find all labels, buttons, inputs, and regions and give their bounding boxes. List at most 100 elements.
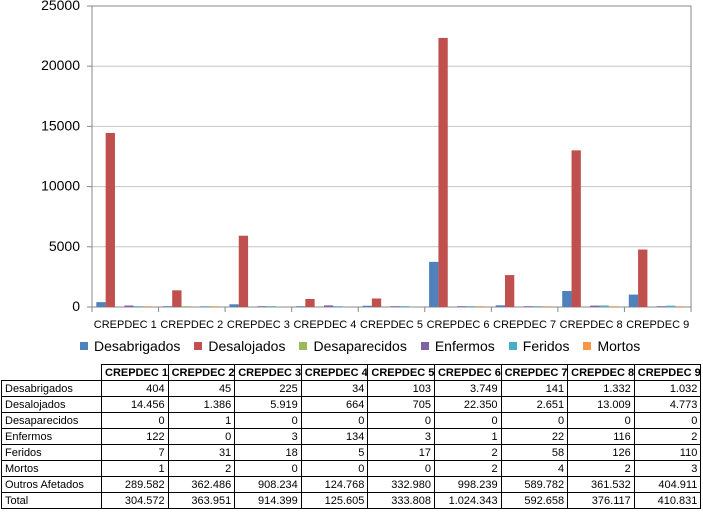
bar — [181, 306, 191, 307]
table-cell: 2 — [433, 460, 502, 477]
table-cell: 31 — [167, 444, 236, 461]
table-cell: 103 — [367, 380, 435, 397]
legend-label: Desalojados — [208, 338, 286, 354]
table-cell: 34 — [300, 380, 369, 397]
column-header: CREPDEC 4 — [300, 364, 369, 381]
legend-swatch — [194, 342, 203, 350]
bar — [266, 306, 277, 307]
table-cell: 914.399 — [234, 492, 302, 509]
column-header: CREPDEC 9 — [633, 364, 702, 381]
row-label: Desalojados — [1, 396, 102, 413]
y-tick-label: 0 — [72, 298, 80, 314]
table-cell: 18 — [234, 444, 302, 461]
bar — [475, 306, 486, 307]
table-cell: 2 — [633, 428, 702, 445]
table-row: Feridos 7 31 18 5 17 2 58 126 110 — [1, 444, 702, 461]
table-cell: 376.117 — [567, 492, 635, 509]
table-cell: 116 — [567, 428, 635, 445]
table-cell: 0 — [300, 412, 369, 429]
bar — [96, 302, 106, 307]
bar — [495, 305, 505, 307]
table-cell: 404 — [101, 380, 169, 397]
bar — [209, 306, 219, 307]
table-cell: 13.009 — [567, 396, 635, 413]
table-cell: 1.386 — [167, 396, 236, 413]
table-cell: 134 — [300, 428, 369, 445]
table-cell: 225 — [234, 380, 302, 397]
bar — [142, 306, 153, 307]
table-cell: 126 — [567, 444, 635, 461]
table-cell: 333.808 — [367, 492, 435, 509]
bar — [257, 306, 267, 307]
table-cell: 1.332 — [567, 380, 635, 397]
table-cell: 141 — [500, 380, 569, 397]
legend-item: Desabrigados — [80, 338, 180, 354]
table-cell: 4 — [500, 460, 569, 477]
table-cell: 908.234 — [234, 476, 302, 493]
row-label: Enfermos — [1, 428, 102, 445]
table-cell: 289.582 — [101, 476, 169, 493]
column-header: CREPDEC 3 — [234, 364, 302, 381]
bar — [638, 249, 648, 307]
x-tick-label: CREPDEC 2 — [160, 319, 223, 331]
table-cell: 3 — [633, 460, 702, 477]
table-cell: 0 — [367, 460, 435, 477]
bar — [371, 298, 382, 307]
table-cell: 705 — [367, 396, 435, 413]
plot-area-border — [91, 5, 692, 308]
legend-swatch — [420, 342, 429, 350]
bar — [429, 261, 439, 307]
bar — [162, 306, 173, 307]
legend-label: Feridos — [522, 338, 570, 354]
table-row: Desalojados 14.456 1.386 5.919 664 705 22.350 2… — [1, 396, 702, 413]
table-cell: 1 — [167, 412, 236, 429]
chart-legend: Desabrigados Desalojados Desaparecidos Enfe… — [80, 337, 700, 355]
table-cell: 1 — [433, 428, 502, 445]
bar — [562, 290, 572, 307]
x-tick-label: CREPDEC 9 — [626, 319, 689, 331]
x-tick-label: CREPDEC 5 — [360, 319, 423, 331]
table-row: Mortos 1 2 0 0 0 2 4 2 3 — [1, 460, 702, 477]
table-cell: 3.749 — [433, 380, 502, 397]
legend-item: Enfermos — [420, 338, 495, 354]
bar — [390, 306, 400, 307]
table-cell: 0 — [567, 412, 635, 429]
x-tick-label: CREPDEC 4 — [293, 319, 356, 331]
table-cell: 592.658 — [500, 492, 569, 509]
legend-item: Mortos — [583, 338, 640, 354]
table-cell: 0 — [367, 412, 435, 429]
bar — [571, 150, 581, 307]
bar — [305, 299, 315, 307]
table-cell: 1 — [101, 460, 169, 477]
table-cell: 998.239 — [433, 476, 502, 493]
bar — [323, 305, 334, 307]
table-cell: 304.572 — [101, 492, 169, 509]
table-cell: 363.951 — [167, 492, 236, 509]
legend-label: Desaparecidos — [313, 338, 407, 354]
bar — [466, 306, 476, 307]
table-cell: 22.350 — [433, 396, 502, 413]
column-header: CREPDEC 1 — [101, 364, 169, 381]
x-tick-label: CREPDEC 8 — [560, 319, 623, 331]
table-cell: 0 — [300, 460, 369, 477]
y-tick-label: 5000 — [49, 238, 80, 254]
table-cell: 361.532 — [567, 476, 635, 493]
legend-item: Desaparecidos — [299, 338, 407, 354]
bar — [200, 306, 210, 307]
table-cell: 332.980 — [367, 476, 435, 493]
table-cell: 2 — [567, 460, 635, 477]
bar — [362, 305, 372, 307]
table-cell: 664 — [300, 396, 369, 413]
table-cell: 45 — [167, 380, 236, 397]
table-cell: 4.773 — [633, 396, 702, 413]
table-cell: 58 — [500, 444, 569, 461]
table-cell: 1.032 — [633, 380, 702, 397]
table-cell: 7 — [101, 444, 169, 461]
legend-label: Mortos — [597, 338, 641, 354]
legend-swatch — [299, 342, 308, 350]
row-label: Outros Afetados — [1, 476, 102, 493]
y-tick-label: 10000 — [41, 178, 80, 194]
row-label: Desaparecidos — [1, 412, 102, 429]
table-row: Desaparecidos 0 1 0 0 0 0 0 0 0 — [1, 412, 702, 429]
table-cell: 22 — [500, 428, 569, 445]
